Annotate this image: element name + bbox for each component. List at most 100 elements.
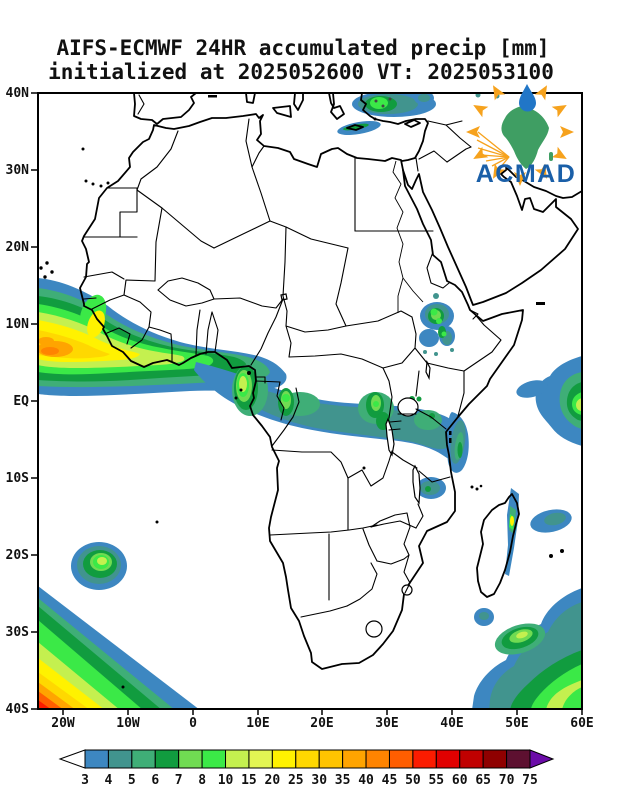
logo-water-drop-icon <box>519 84 536 112</box>
country-borders-shape <box>414 347 465 372</box>
colorbar-overflow-arrow <box>529 749 555 769</box>
islands-shape <box>247 371 251 375</box>
logo-fan-line <box>498 156 510 170</box>
country-borders-shape <box>255 376 266 384</box>
country-borders-shape <box>388 428 401 431</box>
precip-ethiopia-cluster-shape <box>436 318 442 324</box>
country-borders-shape <box>123 294 152 349</box>
logo-madagascar-dash <box>549 152 553 161</box>
country-borders-shape <box>91 294 125 310</box>
country-borders-shape <box>403 512 411 556</box>
country-borders-shape <box>271 387 300 447</box>
precip-congo-band-shape <box>373 401 379 407</box>
country-borders-shape <box>136 189 215 249</box>
islands-shape <box>81 147 85 151</box>
colorbar-cell <box>271 749 297 769</box>
precip-ethiopia-cluster-shape <box>433 293 439 299</box>
colorbar-cell <box>107 749 133 769</box>
precip-congo-band-shape <box>282 394 290 402</box>
logo-arrow-icon <box>473 105 489 118</box>
colorbar-cell <box>388 749 414 769</box>
colorbar-underflow-arrow <box>58 749 86 769</box>
islands-shape <box>155 520 159 524</box>
lat-tick-label: 40S <box>6 702 30 717</box>
islands-shape <box>91 182 95 186</box>
precip-somalia-coast-shape <box>457 442 463 458</box>
islands-shape <box>479 484 483 488</box>
islands-shape <box>50 270 54 274</box>
colorbar-label: 8 <box>198 773 206 788</box>
country-borders-shape <box>276 381 285 421</box>
country-borders-shape <box>154 207 163 282</box>
blue-nile-river <box>402 277 424 303</box>
country-borders-shape <box>403 554 411 594</box>
country-borders-shape <box>211 311 219 353</box>
lon-tick-label: 60E <box>570 716 593 731</box>
country-borders-shape <box>106 327 131 345</box>
coastlines <box>79 93 582 670</box>
country-borders-shape <box>213 220 271 249</box>
islands <box>39 95 564 689</box>
logo-arrow-icon <box>493 85 506 101</box>
country-borders-shape <box>446 146 472 163</box>
lon-tick-label: 10E <box>246 716 269 731</box>
islands-shape <box>106 181 110 185</box>
country-borders-shape <box>148 326 173 363</box>
country-borders-shape <box>391 451 418 469</box>
country-borders-shape <box>415 503 424 529</box>
precip-madagascar-shape <box>479 612 489 620</box>
islands-shape <box>84 179 88 183</box>
colorbar-label: 25 <box>288 773 304 788</box>
longitude-axis: 20W 10W 0 10E 20E 30E 40E 50E 60E <box>51 709 594 731</box>
logo-arrow-icon <box>514 172 526 186</box>
country-borders-shape <box>335 247 349 327</box>
country-borders-shape <box>411 316 417 349</box>
islands-shape <box>549 554 553 558</box>
logo-arrow-icon <box>551 105 567 118</box>
country-borders-shape <box>136 130 179 191</box>
precip-turkey-patches-shape <box>418 94 430 102</box>
precip-west-atlantic-band-shape <box>87 310 105 338</box>
country-borders-shape <box>370 520 417 529</box>
country-borders-shape <box>457 370 465 417</box>
arabia-coastline <box>402 169 579 306</box>
country-borders <box>83 94 502 618</box>
lake-victoria <box>397 397 419 417</box>
islands-shape <box>45 261 49 265</box>
colorbar-label: 20 <box>265 773 281 788</box>
islands-shape <box>475 487 479 491</box>
lat-tick-label: 20S <box>6 548 30 563</box>
lat-tick-label: 10S <box>6 471 30 486</box>
colorbar-label: 40 <box>358 773 374 788</box>
logo-arrow-ring <box>466 85 574 186</box>
colorbar-cell <box>178 749 203 769</box>
colorbar-label: 7 <box>175 773 183 788</box>
colorbar-cell <box>225 749 250 769</box>
lon-tick-label: 40E <box>440 716 463 731</box>
country-borders-shape <box>269 220 349 249</box>
country-borders-shape <box>285 325 292 358</box>
colorbar-cell <box>506 749 531 769</box>
precip-sw-indian-storm-shape <box>516 631 528 639</box>
country-borders-shape <box>415 157 419 172</box>
map-title-line2: initialized at 2025052600 VT: 2025053100 <box>48 60 554 84</box>
colorbar-label: 60 <box>452 773 468 788</box>
precip-sw-indian-storm-shape <box>531 664 582 709</box>
lon-tick-label: 10W <box>116 716 140 731</box>
logo-arrow-icon <box>466 126 480 138</box>
precipitation-layer <box>38 93 582 709</box>
precip-madagascar-shape <box>544 512 566 526</box>
precip-bottom-left-wedge-shape <box>38 700 51 709</box>
iberia-coastline <box>133 93 197 125</box>
lat-tick-label: 30S <box>6 625 30 640</box>
logo-fan-line <box>480 154 510 158</box>
colorbar-label: 4 <box>105 773 113 788</box>
logo-ray-fan <box>476 131 510 170</box>
country-borders-shape <box>445 124 472 148</box>
logo-arrow-icon <box>534 163 547 179</box>
lake-turkana <box>425 359 431 381</box>
lat-tick-label: 10N <box>6 317 30 332</box>
colorbar-cell <box>318 749 344 769</box>
precip-south-atlantic-blob-shape <box>97 557 107 565</box>
logo-arrow-icon <box>493 163 506 179</box>
